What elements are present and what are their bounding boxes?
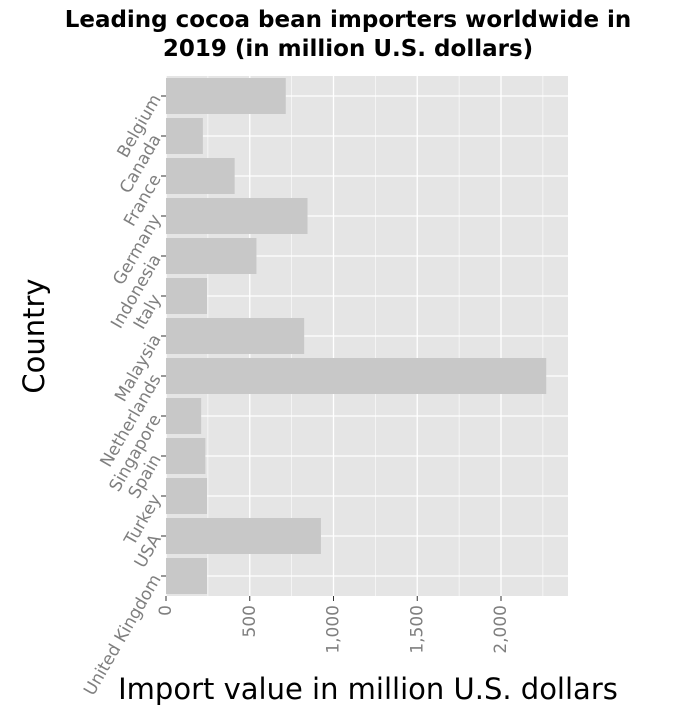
bar-turkey xyxy=(166,478,208,514)
bar-spain xyxy=(166,438,206,474)
bar-singapore xyxy=(166,398,202,434)
bar-belgium xyxy=(166,78,286,114)
bar-germany xyxy=(166,198,308,234)
x-axis-label: Import value in million U.S. dollars xyxy=(118,672,618,706)
chart-title: Leading cocoa bean importers worldwide i… xyxy=(0,6,696,64)
x-tick-label: 1,500 xyxy=(407,605,427,654)
bar-netherlands xyxy=(166,358,547,394)
bar-italy xyxy=(166,278,208,314)
x-tick-label: 500 xyxy=(240,605,260,637)
bar-malaysia xyxy=(166,318,305,354)
bar-canada xyxy=(166,118,203,154)
x-tick-label: 0 xyxy=(156,605,176,616)
bar-france xyxy=(166,158,235,194)
x-tick-label: 1,000 xyxy=(324,605,344,654)
chart-title-line-2: 2019 (in million U.S. dollars) xyxy=(162,36,534,62)
x-tick-label: 2,000 xyxy=(491,605,511,654)
bar-united-kingdom xyxy=(166,558,208,594)
chart-title-line-1: Leading cocoa bean importers worldwide i… xyxy=(64,7,632,33)
bar-usa xyxy=(166,518,321,554)
bar-indonesia xyxy=(166,238,257,274)
y-axis-label: Country xyxy=(17,278,51,393)
